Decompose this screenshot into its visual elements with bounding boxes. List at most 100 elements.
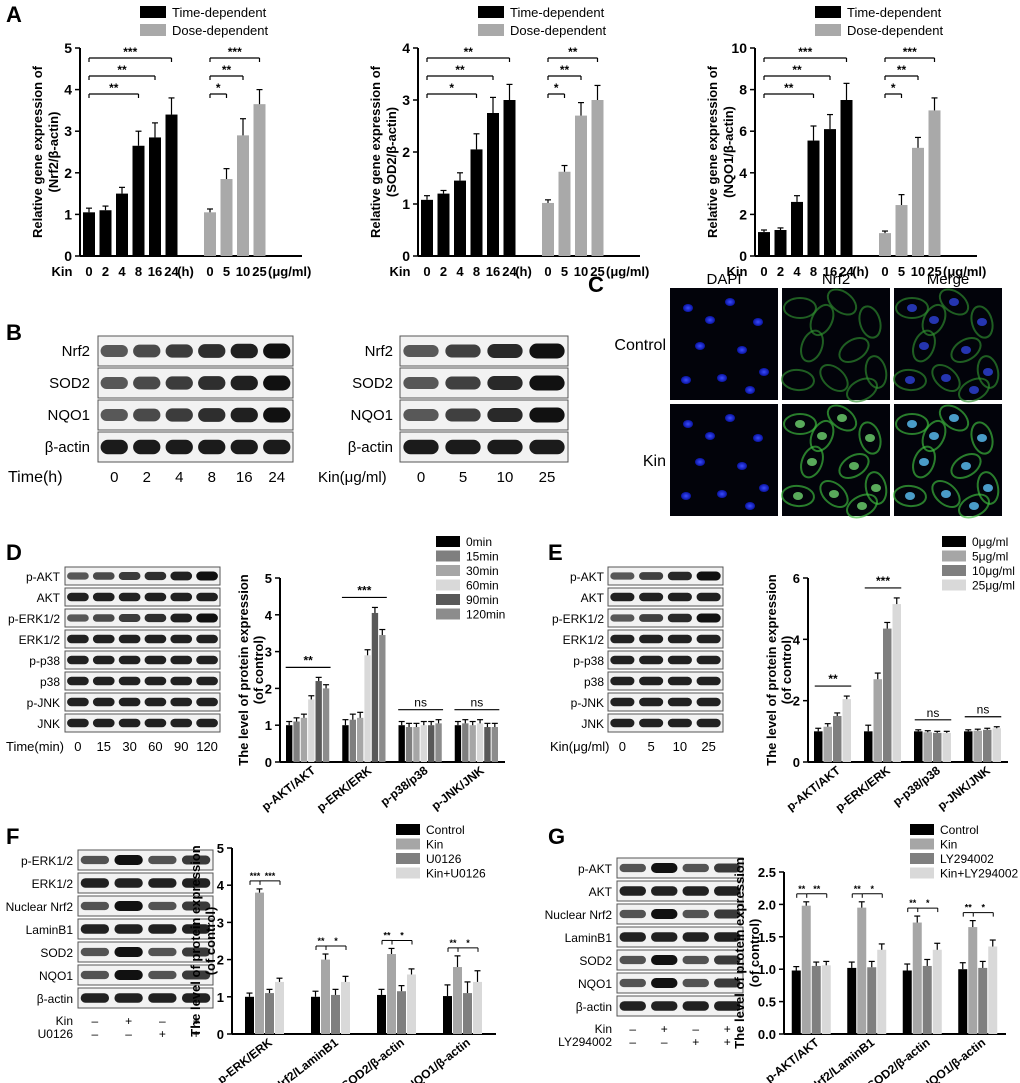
category-label-p-ERK/ERK: p-ERK/ERK bbox=[215, 1035, 275, 1083]
bar-Time-dependent-24 bbox=[165, 114, 178, 256]
lane-label: 2 bbox=[143, 469, 151, 486]
blot-strip-LaminB1 bbox=[77, 918, 214, 940]
category-label-NQO1/β-actin: NQO1/β-actin bbox=[404, 1035, 473, 1083]
blot-label-p-JNK: p-JNK bbox=[27, 696, 60, 710]
lane-label: 30 bbox=[122, 739, 136, 754]
x-tick-label: 10 bbox=[574, 264, 588, 279]
bar-SOD2/β-actin-Kin+U0126 bbox=[407, 974, 416, 1034]
sig-label: * bbox=[926, 898, 930, 908]
y-axis-label: (Nrf2/β-actin) bbox=[46, 112, 61, 193]
nucleus bbox=[977, 434, 987, 442]
y-tick-label: 6 bbox=[739, 123, 747, 139]
blot-strip-SOD2 bbox=[97, 367, 294, 399]
y-tick-label: 3 bbox=[217, 915, 224, 930]
blot-band bbox=[445, 439, 481, 455]
bar-p-p38/p38-5μg/ml bbox=[923, 732, 932, 762]
blot-band bbox=[114, 901, 143, 911]
blot-label-JNK: JNK bbox=[581, 717, 604, 731]
category-label-SOD2/β-actin: SOD2/β-actin bbox=[865, 1035, 933, 1083]
sig-label: *** bbox=[876, 574, 890, 588]
treatment-sign: + bbox=[193, 1014, 200, 1028]
bar-p-AKT/AKT-15min bbox=[293, 721, 300, 762]
lane-label: 0 bbox=[417, 469, 425, 486]
y-tick-label: 1.0 bbox=[758, 962, 776, 977]
blot-band bbox=[144, 676, 167, 686]
sig-label: *** bbox=[228, 45, 242, 59]
bar-p-p38/p38-10μg/ml bbox=[933, 732, 942, 762]
blot-band bbox=[100, 376, 128, 390]
nucleus bbox=[753, 434, 763, 442]
y-tick-label: 5 bbox=[64, 40, 72, 56]
treatment-sign: + bbox=[661, 1022, 668, 1036]
treatment-sign: – bbox=[125, 1027, 132, 1041]
nucleus bbox=[865, 434, 875, 442]
blot-band bbox=[80, 993, 110, 1003]
sig-label: ** bbox=[813, 884, 821, 894]
bar-p-ERK/ERK-60min bbox=[364, 655, 371, 762]
legend-swatch-15min bbox=[436, 550, 460, 562]
blot-band bbox=[196, 592, 218, 602]
blot-band bbox=[651, 932, 678, 942]
blot-band bbox=[682, 955, 709, 965]
bar-p-ERK/ERK-0min bbox=[342, 725, 349, 762]
blot-band bbox=[445, 344, 481, 358]
treatment-label-LY294002: LY294002 bbox=[558, 1035, 612, 1049]
bar-Time-dependent-8 bbox=[807, 140, 820, 256]
bar-SOD2/β-actin-LY294002 bbox=[922, 965, 932, 1034]
dose-unit-label: (μg/ml) bbox=[943, 264, 986, 279]
bar-p-AKT/AKT-Control bbox=[791, 970, 801, 1034]
cell-body bbox=[912, 445, 936, 479]
blot-label-AKT: AKT bbox=[37, 591, 61, 605]
lane-label: 16 bbox=[236, 469, 253, 486]
lane-label: 5 bbox=[459, 469, 467, 486]
legend-swatch-dose bbox=[815, 24, 841, 36]
blot-band bbox=[714, 955, 741, 965]
blot-label-ERK1/2: ERK1/2 bbox=[563, 633, 605, 647]
cell-body bbox=[783, 297, 817, 319]
treatment-sign: – bbox=[92, 1027, 99, 1041]
micro-row-Control: Control bbox=[614, 337, 666, 354]
blot-band bbox=[696, 697, 721, 707]
treatment-sign: – bbox=[661, 1035, 668, 1049]
blot-band bbox=[714, 1001, 741, 1011]
legend-swatch-time bbox=[815, 6, 841, 18]
y-axis-label: Relative gene expression of bbox=[30, 65, 45, 238]
blot-band bbox=[133, 439, 161, 455]
cell-body bbox=[826, 288, 858, 316]
bar-p-JNK/JNK-0min bbox=[454, 725, 462, 762]
cell-body bbox=[826, 404, 858, 432]
sig-label: * bbox=[216, 81, 221, 95]
cell-body bbox=[938, 404, 970, 432]
cell-body bbox=[931, 479, 961, 509]
bar-N-Nrf2/LaminB1-Control bbox=[311, 996, 320, 1034]
nucleus bbox=[905, 376, 915, 384]
blot-band bbox=[118, 592, 141, 602]
legend-U0126: U0126 bbox=[426, 852, 462, 866]
blot-label-SOD2: SOD2 bbox=[352, 375, 393, 392]
cell-body bbox=[921, 303, 947, 337]
lane-label: 0 bbox=[110, 469, 118, 486]
blot-strip-β-actin bbox=[97, 431, 294, 463]
blot-label-JNK: JNK bbox=[37, 717, 60, 731]
bar-p-ERK/ERK-Kin+U0126 bbox=[275, 981, 284, 1034]
legend-Kin+LY294002: Kin+LY294002 bbox=[940, 867, 1019, 881]
sig-label: ** bbox=[109, 81, 119, 95]
bar-Time-dependent-16 bbox=[824, 129, 836, 256]
blot-band bbox=[118, 655, 141, 665]
x-tick-label: 8 bbox=[810, 264, 817, 279]
blot-band bbox=[114, 924, 143, 934]
sig-label: * bbox=[466, 938, 470, 948]
kin-label: Kin bbox=[390, 264, 411, 279]
bar-p-ERK/ERK-90min bbox=[371, 612, 379, 762]
blot-band bbox=[133, 376, 161, 390]
nucleus bbox=[683, 420, 693, 428]
cell-body bbox=[809, 303, 835, 337]
nucleus bbox=[725, 298, 735, 306]
category-label-p-AKT/AKT: p-AKT/AKT bbox=[259, 763, 319, 814]
blot-strip-SOD2 bbox=[77, 941, 214, 963]
sig-label: *** bbox=[250, 871, 261, 881]
sig-label: * bbox=[891, 81, 896, 95]
hour-unit-label: (h) bbox=[515, 264, 532, 279]
bar-p-AKT/AKT-30min bbox=[300, 717, 308, 762]
sig-label: *** bbox=[357, 583, 371, 597]
